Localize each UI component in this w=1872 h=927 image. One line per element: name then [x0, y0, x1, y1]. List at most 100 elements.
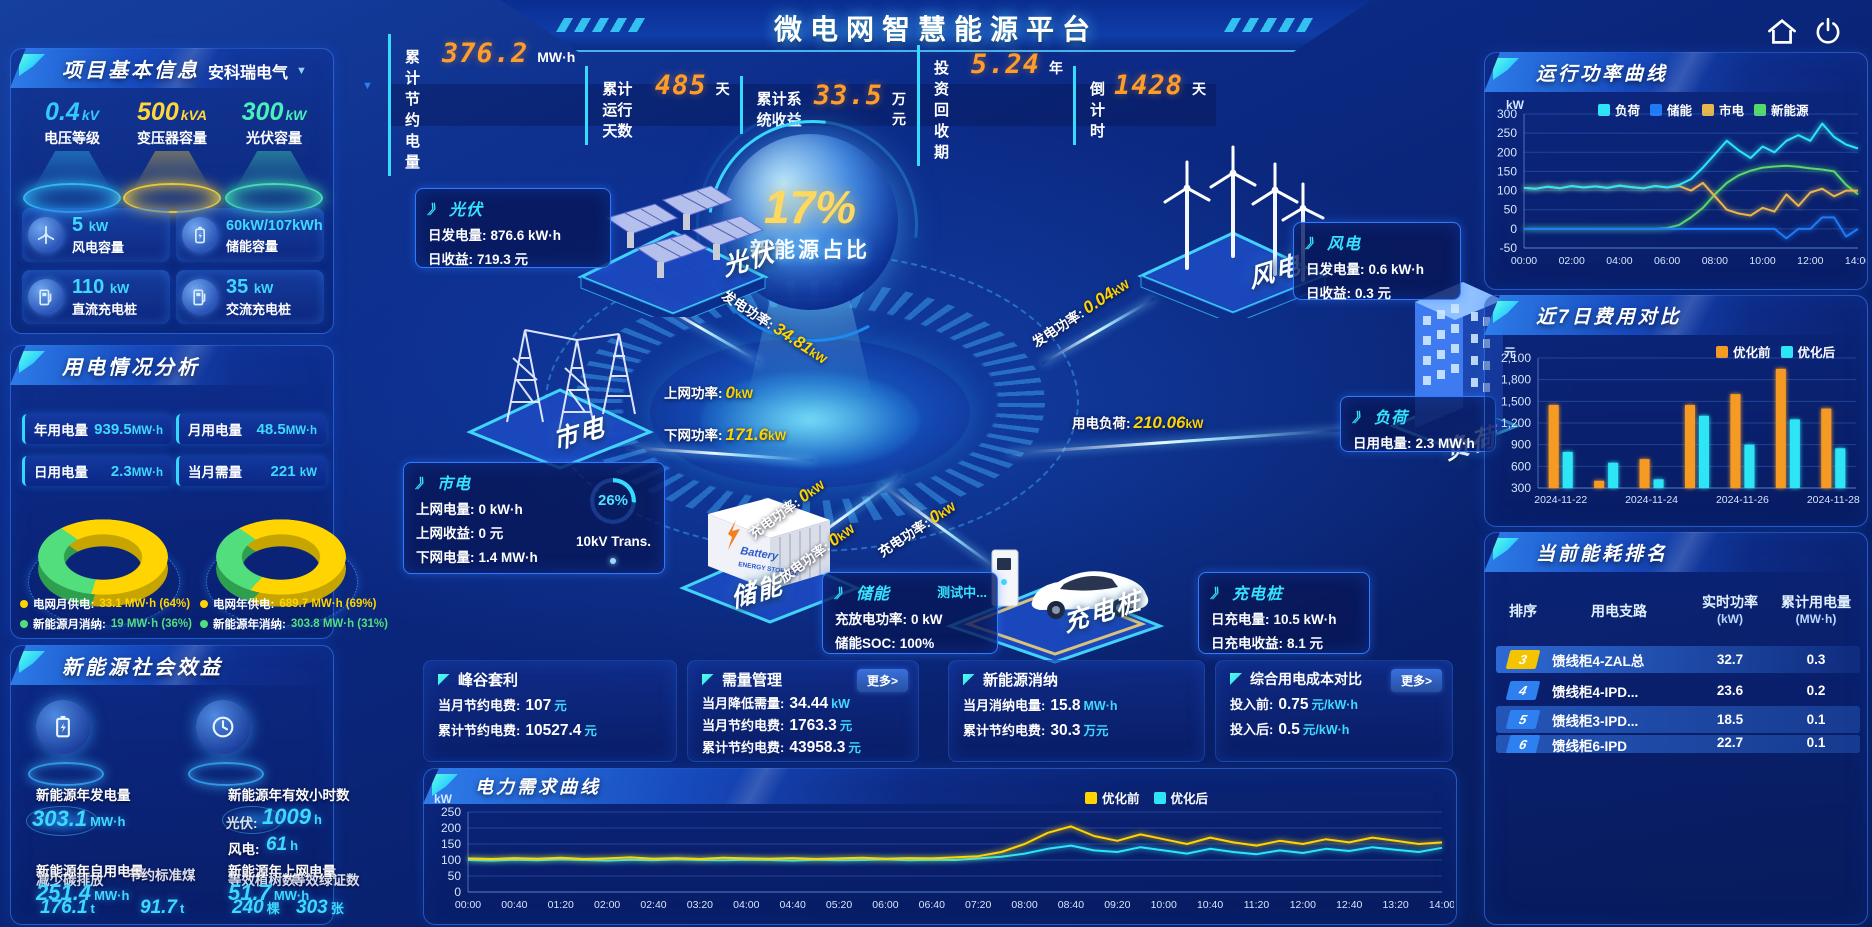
svg-text:300: 300	[1497, 107, 1517, 121]
rank-row[interactable]: 4 馈线柜4-IPD... 23.6 0.2	[1496, 677, 1860, 704]
infobox-wind: 》风电 日发电量: 0.6 kW·h 日收益: 0.3 元	[1293, 222, 1461, 301]
spotlight-pv-capacity: 300 kW 光伏容量	[222, 98, 326, 213]
rank-row[interactable]: 6 馈线柜6-IPD 22.7 0.1	[1496, 735, 1860, 753]
svg-text:100: 100	[1497, 184, 1517, 198]
svg-text:14:00: 14:00	[1845, 255, 1866, 267]
svg-text:2024-11-22: 2024-11-22	[1534, 494, 1587, 506]
more-button[interactable]: 更多>	[1390, 669, 1442, 692]
cost-legend: 优化前 优化后	[1716, 342, 1835, 361]
svg-text:150: 150	[1497, 164, 1517, 178]
svg-text:50: 50	[448, 869, 462, 883]
svg-text:50: 50	[1504, 203, 1518, 217]
svg-text:01:20: 01:20	[548, 899, 574, 911]
card-corner-icon	[438, 673, 450, 686]
donut-year-supply	[206, 492, 358, 627]
panel-benefit-title: 新能源社会效益	[62, 656, 223, 679]
svg-text:05:20: 05:20	[826, 899, 852, 911]
energy-battery-icon	[36, 700, 90, 754]
svg-text:10:00: 10:00	[1749, 255, 1775, 267]
renewable-percent-label: 新能源占比	[750, 239, 870, 262]
svg-text:150: 150	[441, 837, 461, 851]
rank-row[interactable]: 5 馈线柜3-IPD... 18.5 0.1	[1496, 706, 1860, 733]
svg-text:1,200: 1,200	[1501, 416, 1531, 430]
wind-turbine-icon	[28, 217, 64, 253]
infobox-pv: 》光伏 日发电量: 876.6 kW·h 日收益: 719.3 元	[415, 188, 611, 268]
svg-text:0: 0	[1510, 222, 1517, 236]
charger-icon	[182, 279, 218, 315]
stat-month-demand: 当月需量 221 kW	[176, 456, 326, 486]
svg-text:02:40: 02:40	[640, 899, 666, 911]
svg-text:06:00: 06:00	[872, 899, 898, 911]
svg-text:300: 300	[1511, 481, 1531, 495]
benefit-coal-value: 91.7 t	[140, 897, 185, 918]
card-demand-mgmt: 需量管理 更多> 当月降低需量: 34.44 kW 当月节约电费: 1763.3 元 累…	[687, 660, 919, 762]
flow-load-power: 用电负荷: 210.06kW	[1072, 413, 1204, 432]
svg-text:11:20: 11:20	[1244, 899, 1270, 911]
svg-text:12:40: 12:40	[1336, 899, 1362, 911]
infobox-load: 》负荷 日用电量: 2.3 MW·h	[1340, 396, 1496, 452]
power-chart: -50 0 50 100 150 200 250 300 00:00 02:00 04:00 06:0…	[1497, 107, 1866, 267]
panel-benefit-header: 新能源社会效益	[10, 645, 332, 685]
demand-y-unit: kW	[434, 792, 452, 806]
panel-usage-header: 用电情况分析	[10, 345, 332, 385]
home-icon[interactable]	[1766, 16, 1800, 50]
cost-y-unit: 元	[1504, 346, 1517, 360]
rank-row[interactable]: 3 馈线柜4-ZAL总 32.7 0.3	[1496, 646, 1860, 673]
benefit-trees-value: 240 棵	[232, 897, 280, 918]
svg-text:1,800: 1,800	[1501, 373, 1531, 387]
svg-text:2024-11-28: 2024-11-28	[1807, 494, 1860, 506]
page-title: 微电网智慧能源平台	[773, 14, 1098, 45]
benefit-pv-hours: 1009 h	[262, 804, 322, 829]
svg-text:04:40: 04:40	[780, 899, 806, 911]
panel-usage-title: 用电情况分析	[62, 356, 200, 379]
stat-countdown: 倒计时 1428 天	[1072, 65, 1216, 145]
stat-payback: 投资回收期 5.24 年	[916, 44, 1073, 166]
svg-text:00:40: 00:40	[501, 899, 527, 911]
svg-text:900: 900	[1511, 438, 1531, 452]
card-corner-icon	[702, 673, 714, 686]
svg-text:06:40: 06:40	[919, 899, 945, 911]
spotlight-transformer: 500 kVA 变压器容量	[120, 98, 224, 213]
spotlight-base	[123, 183, 221, 213]
more-button[interactable]: 更多>	[856, 669, 908, 692]
svg-text:04:00: 04:00	[733, 899, 759, 911]
svg-text:2,100: 2,100	[1501, 351, 1531, 365]
flow-grid-down: 下网功率: 171.6kW	[664, 425, 787, 444]
svg-text:12:00: 12:00	[1797, 255, 1823, 267]
card-cost-compare: 综合用电成本对比 更多> 投入前: 0.75 元/kW·h 投入后: 0.5 元/kW·…	[1215, 660, 1453, 762]
title-deco-right	[1223, 18, 1317, 32]
svg-text:600: 600	[1511, 459, 1531, 473]
stat-day-usage: 日用电量 2.3MW·h	[22, 456, 172, 486]
power-y-unit: kW	[1506, 98, 1524, 112]
sphere-light-cone	[748, 298, 872, 394]
company-dropdown[interactable]: 安科瑞电气 ▼	[208, 59, 307, 83]
panel-demand-header: 电力需求曲线	[423, 768, 1123, 804]
card-corner-icon	[1230, 673, 1242, 685]
svg-text:04:00: 04:00	[1606, 255, 1632, 267]
stats-collapse-arrow[interactable]: ▼	[362, 80, 373, 92]
svg-text:00:00: 00:00	[1511, 255, 1537, 267]
title-deco-left	[555, 18, 649, 32]
panel-cost-header: 近7日费用对比	[1484, 295, 1866, 335]
benefit-gen-value: 303.1 MW·h	[32, 806, 126, 831]
stat-saved-energy: 累计节约电量 376.2 MW·h	[388, 34, 585, 176]
card-renewable-absorb: 新能源消纳 当月消纳电量: 15.8 MW·h 累计节约电费: 30.3 万元	[948, 660, 1205, 762]
cost-chart: 300 600 900 1,200 1,500 1,800 2,100 2024-11-22 2…	[1501, 351, 1860, 506]
battery-icon	[182, 217, 218, 253]
storage-status: 测试中...	[937, 585, 987, 600]
chevron-down-icon: ▼	[296, 65, 307, 77]
svg-text:00:00: 00:00	[455, 899, 481, 911]
svg-text:08:00: 08:00	[1011, 899, 1037, 911]
svg-text:Battery: Battery	[740, 545, 780, 563]
ev-node-illustration	[945, 549, 1165, 664]
benefit-export-value: 51.7 MW·h	[228, 880, 310, 905]
power-icon[interactable]	[1812, 16, 1846, 50]
panel-demand-title: 电力需求曲线	[475, 777, 601, 797]
stat-month-usage: 月用电量 48.5MW·h	[176, 414, 326, 444]
benefit-cert-value: 303 张	[296, 897, 344, 918]
svg-text:07:20: 07:20	[965, 899, 991, 911]
svg-text:100: 100	[441, 853, 461, 867]
svg-text:250: 250	[441, 805, 461, 819]
top-stats-bar: 累计节约电量 376.2 MW·h 累计运行天数 485 天 累计系统收益 33.5 万元 …	[388, 34, 1216, 176]
